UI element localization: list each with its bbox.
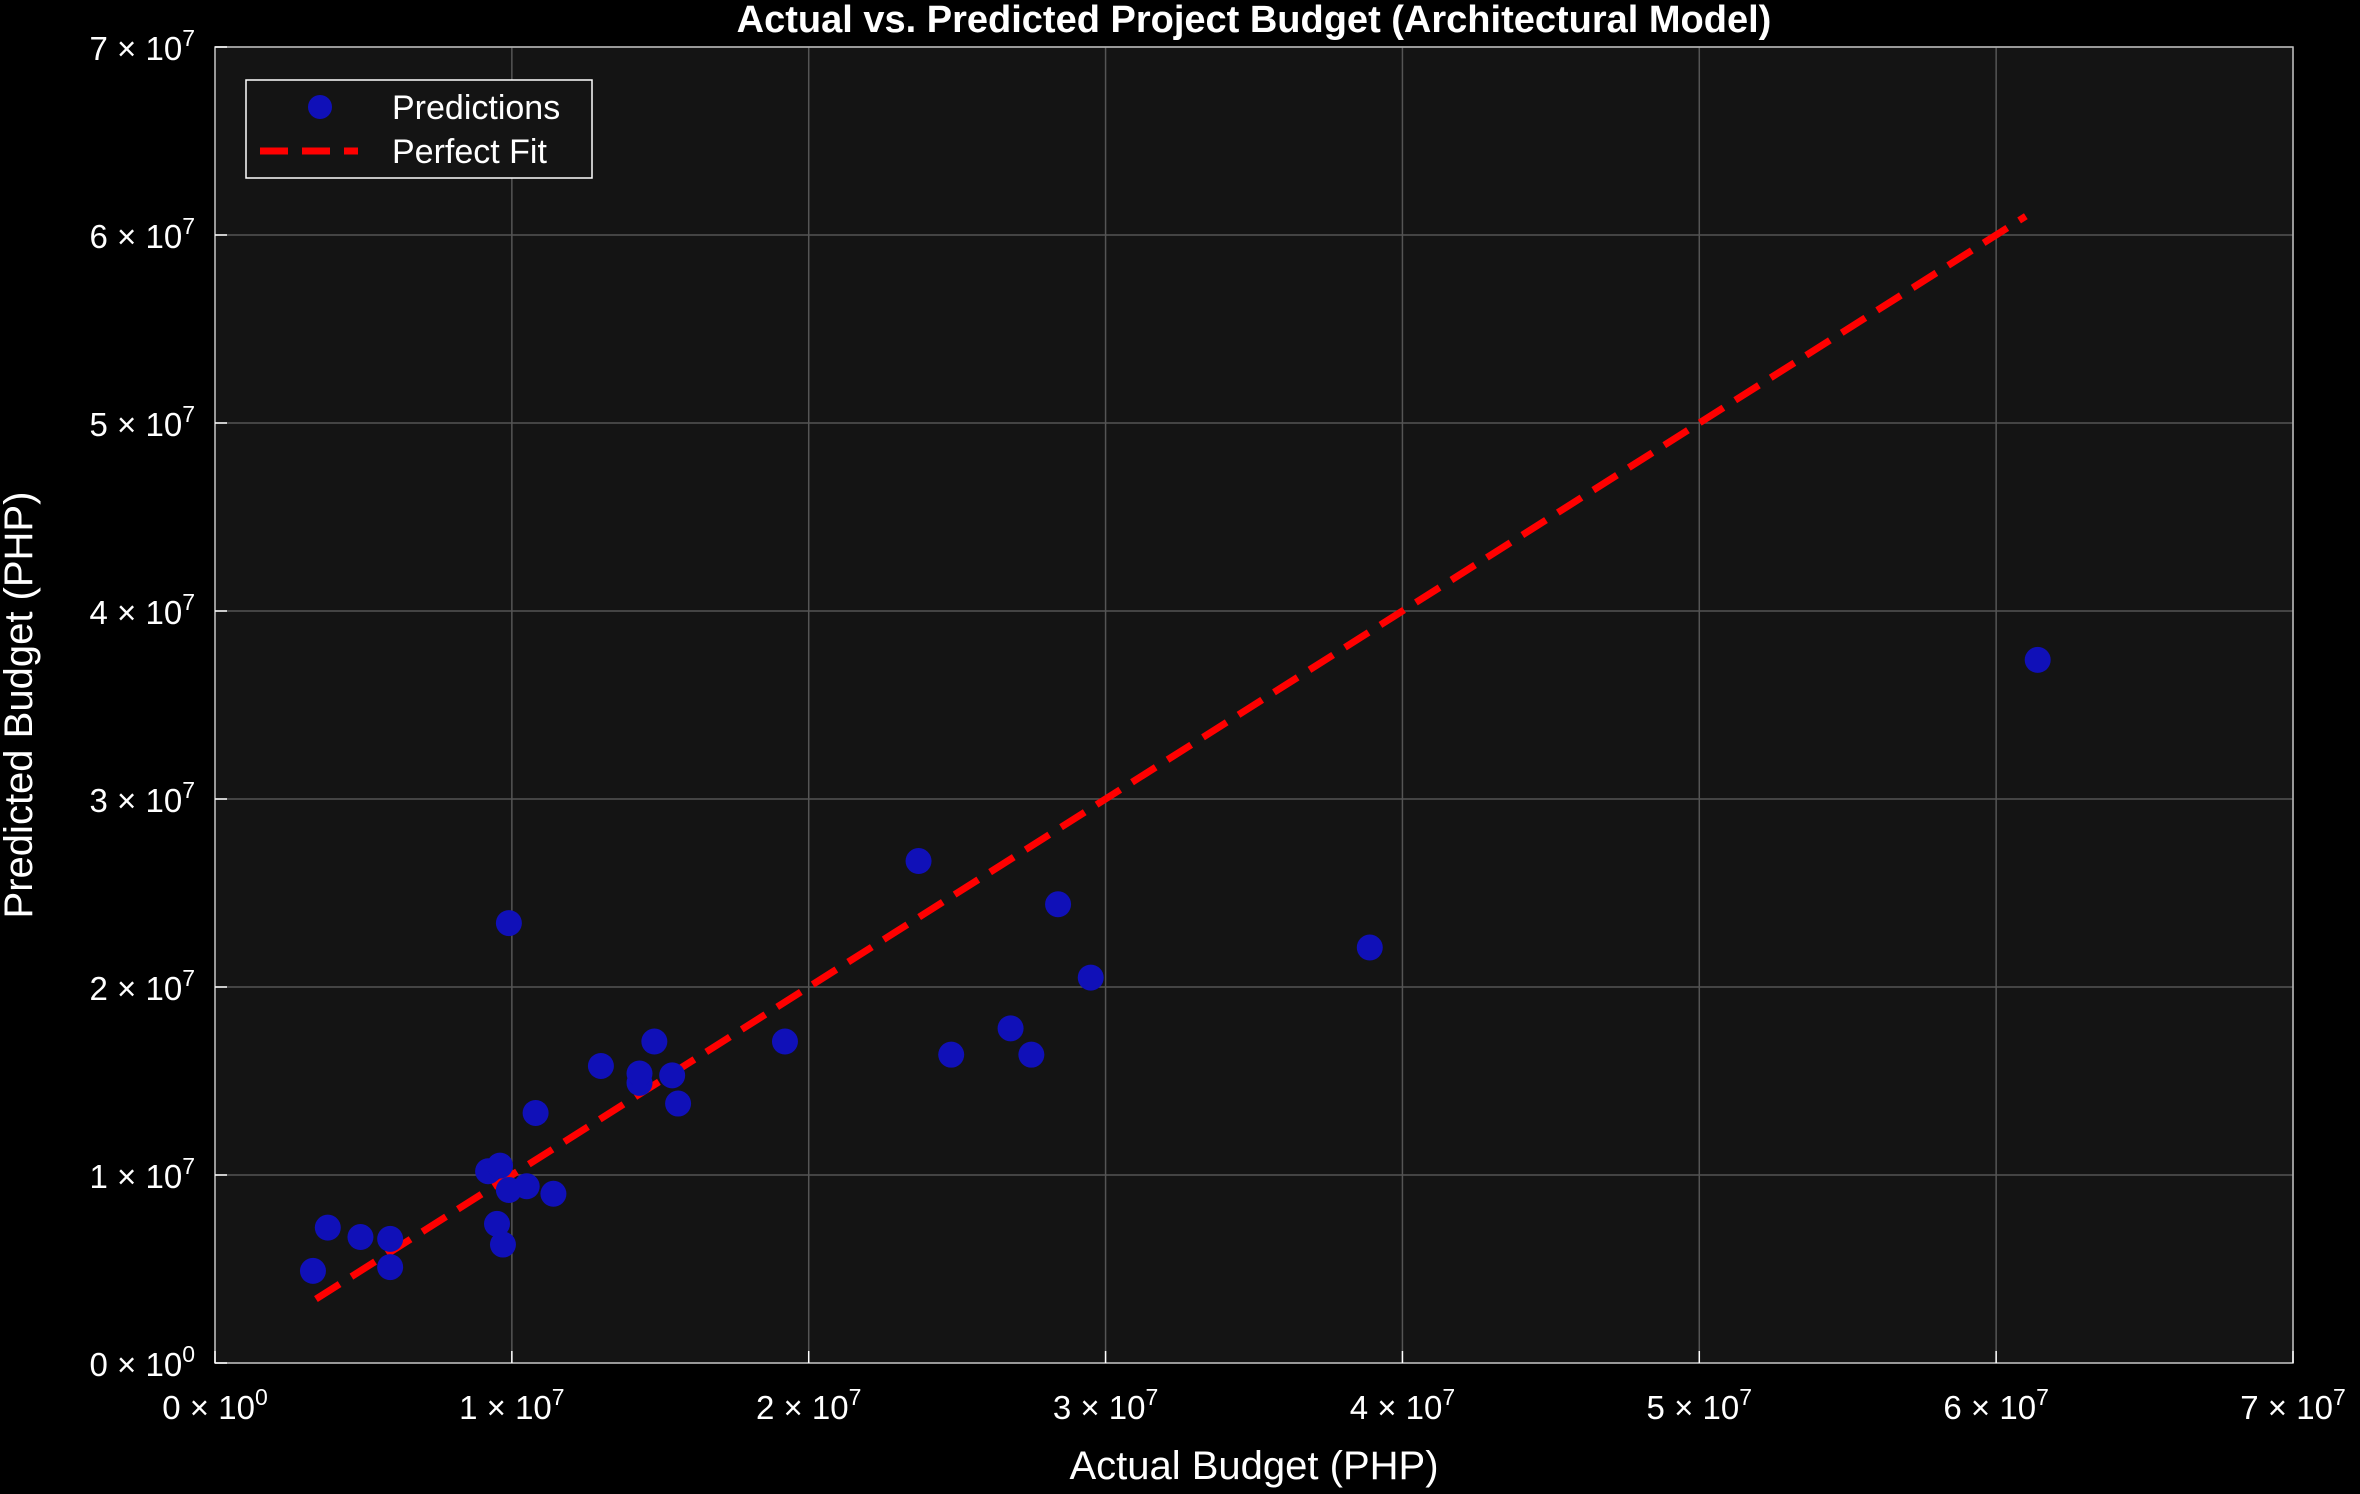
- prediction-point-12: [522, 1099, 549, 1126]
- x-tick-label-6: 6 × 107: [1943, 1384, 2048, 1426]
- x-tick-label-4: 4 × 107: [1350, 1384, 1455, 1426]
- prediction-point-28: [2024, 646, 2051, 673]
- legend-predictions-label: Predictions: [392, 89, 560, 127]
- y-axis-title: Predicted Budget (PHP): [0, 492, 41, 919]
- y-tick-label-2: 2 × 107: [90, 965, 195, 1007]
- plot-frame: [214, 46, 2294, 1364]
- x-tick-label-2: 2 × 107: [756, 1384, 861, 1426]
- prediction-point-17: [641, 1028, 668, 1055]
- prediction-point-4: [377, 1254, 404, 1281]
- prediction-point-3: [377, 1225, 404, 1252]
- perfect-fit-line: [314, 213, 2028, 1303]
- prediction-point-24: [1018, 1041, 1045, 1068]
- prediction-point-2: [347, 1224, 374, 1251]
- perfect-fit-series: [314, 213, 2028, 1303]
- y-tick-label-0: 0 × 100: [90, 1341, 195, 1383]
- y-tick-label-1: 1 × 107: [90, 1153, 195, 1195]
- prediction-point-23: [997, 1015, 1024, 1042]
- prediction-point-21: [905, 848, 932, 875]
- prediction-point-18: [659, 1062, 686, 1089]
- legend-box: [245, 79, 593, 179]
- prediction-point-20: [771, 1028, 798, 1055]
- y-tick-label-4: 4 × 107: [90, 589, 195, 631]
- x-axis-title: Actual Budget (PHP): [1069, 1444, 1438, 1488]
- prediction-point-26: [1077, 964, 1104, 991]
- prediction-point-7: [484, 1210, 511, 1237]
- predictions-series: [299, 646, 2051, 1284]
- prediction-point-27: [1356, 934, 1383, 961]
- prediction-point-10: [495, 910, 522, 937]
- x-tick-label-7: 7 × 107: [2240, 1384, 2345, 1426]
- prediction-point-8: [489, 1231, 516, 1258]
- prediction-point-6: [486, 1152, 513, 1179]
- y-tick-label-7: 7 × 107: [90, 25, 195, 67]
- x-axis-ticks: 0 × 100 1 × 107 2 × 107 3 × 107 4 × 107 5 × 1…: [162, 1351, 2346, 1426]
- prediction-point-13: [540, 1180, 567, 1207]
- x-tick-label-0: 0 × 100: [162, 1384, 267, 1426]
- y-tick-label-5: 5 × 107: [90, 401, 195, 443]
- y-tick-label-6: 6 × 107: [90, 213, 195, 255]
- prediction-point-14: [587, 1052, 614, 1079]
- x-tick-label-5: 5 × 107: [1647, 1384, 1752, 1426]
- x-tick-label-3: 3 × 107: [1053, 1384, 1158, 1426]
- x-tick-label-1: 1 × 107: [459, 1384, 564, 1426]
- chart-title: Actual vs. Predicted Project Budget (Arc…: [737, 0, 1772, 41]
- prediction-point-25: [1045, 891, 1072, 918]
- prediction-point-22: [938, 1041, 965, 1068]
- legend-perfect-fit-label: Perfect Fit: [392, 133, 547, 171]
- legend: Predictions Perfect Fit: [245, 79, 593, 179]
- prediction-point-19: [665, 1090, 692, 1117]
- y-axis-ticks: 0 × 100 1 × 107 2 × 107 3 × 107 4 × 107 5 × 1…: [90, 25, 227, 1383]
- prediction-point-1: [314, 1214, 341, 1241]
- prediction-point-11: [513, 1173, 540, 1200]
- y-tick-label-3: 3 × 107: [90, 777, 195, 819]
- legend-predictions-marker: [308, 95, 332, 119]
- prediction-point-16: [626, 1060, 653, 1087]
- prediction-point-0: [299, 1257, 326, 1284]
